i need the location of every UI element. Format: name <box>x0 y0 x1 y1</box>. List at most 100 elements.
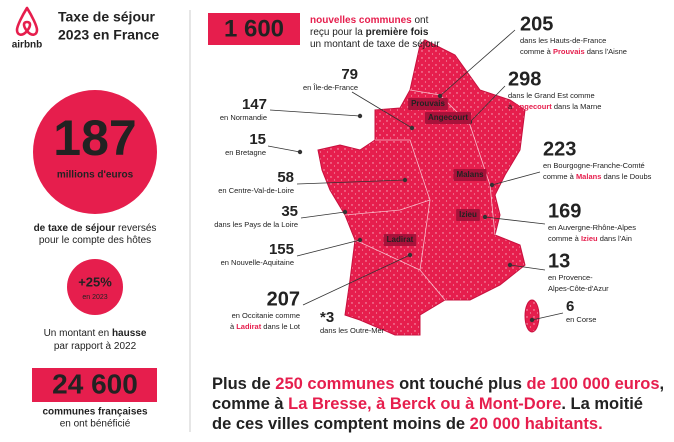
text-segment: comme à <box>520 47 553 56</box>
text-segment: en Île-de-France <box>303 83 358 92</box>
growth-value: +25% <box>78 274 112 289</box>
text-segment: dans l'Aisne <box>585 47 627 56</box>
brand-name: airbnb <box>12 40 43 51</box>
region-text: à Angecourt dans la Marne <box>508 102 601 111</box>
pin <box>357 237 363 243</box>
communes-box <box>32 368 157 402</box>
text-segment: ont <box>412 15 429 26</box>
text-segment: à <box>508 102 514 111</box>
region-value: 147 <box>242 96 267 113</box>
text-segment: dans le Grand Est comme <box>508 91 595 100</box>
region-value: 79 <box>341 66 358 83</box>
leader-line <box>531 312 564 321</box>
region-text: dans les Hauts-de-France <box>520 36 606 45</box>
region-text: en Île-de-France <box>303 83 358 92</box>
total-value: 187 <box>53 110 136 166</box>
text-segment: Malans <box>576 172 601 181</box>
text-segment: comme à <box>543 172 576 181</box>
text-segment: en Bretagne <box>225 148 266 157</box>
region-value: 169 <box>548 200 581 222</box>
region-value: 58 <box>277 169 294 186</box>
text-segment: en Corse <box>566 315 596 324</box>
text-segment: dans le Doubs <box>601 172 651 181</box>
text-segment: pour le compte des hôtes <box>39 235 151 246</box>
pin <box>342 209 348 215</box>
text-segment: Un montant en <box>44 328 112 339</box>
pin <box>482 214 488 220</box>
region-value: 223 <box>543 138 576 160</box>
leader-line <box>296 179 406 185</box>
text-segment: , <box>660 375 665 393</box>
leader-line <box>300 211 346 219</box>
region-text: en Bourgogne-Franche-Comté <box>543 161 645 170</box>
new-communes-box <box>208 13 300 45</box>
pin <box>489 182 495 188</box>
region-text: en Auvergne-Rhône-Alpes <box>548 223 636 232</box>
text-segment: La Bresse, à Berck ou à Mont-Dore <box>288 395 561 413</box>
text-segment: en Bourgogne-Franche-Comté <box>543 161 645 170</box>
pin <box>529 317 535 323</box>
new-communes-value: 1 600 <box>224 15 284 42</box>
town-label: Angecourt <box>428 113 468 122</box>
text-segment: en Auvergne-Rhône-Alpes <box>548 223 636 232</box>
text-segment: de ces villes comptent moins de <box>212 415 470 433</box>
text-segment: reçu pour la <box>310 27 366 38</box>
text-segment: Angecourt <box>514 102 552 111</box>
text-segment: Prouvais <box>553 47 585 56</box>
text-segment: 20 000 habitants. <box>470 415 603 433</box>
text-segment: . La moitié <box>561 395 643 413</box>
region-text: comme à Prouvais dans l'Aisne <box>520 47 627 56</box>
text-segment: Izieu <box>581 234 598 243</box>
region-text: en Normandie <box>220 113 267 122</box>
text-segment: de taxe de séjour <box>34 223 116 234</box>
text-segment: première fois <box>366 27 429 38</box>
title-line: 2023 en France <box>58 27 159 43</box>
pin <box>357 113 363 119</box>
region-text: à Ladirat dans le Lot <box>230 322 301 331</box>
region-value: 207 <box>267 288 300 310</box>
region-value: 155 <box>269 241 294 258</box>
region-text: Alpes-Côte-d'Azur <box>548 284 609 293</box>
text-segment: dans l'Ain <box>598 234 632 243</box>
region-value: 298 <box>508 68 541 90</box>
region-text: comme à Izieu dans l'Ain <box>548 234 632 243</box>
leader-line <box>296 239 361 257</box>
town-label: Izieu <box>459 210 477 219</box>
text-segment: en Occitanie comme <box>232 311 300 320</box>
text-segment: 250 communes <box>275 375 394 393</box>
region-text: en Corse <box>566 315 596 324</box>
region-text: en Centre-Val-de-Loire <box>218 186 294 195</box>
communes-value: 24 600 <box>52 368 138 399</box>
leader-line <box>269 109 361 117</box>
text-segment: hausse <box>112 328 147 339</box>
footer-line: Plus de 250 communes ont touché plus de … <box>212 375 664 393</box>
leader-line <box>491 171 541 186</box>
text-segment: à <box>230 322 236 331</box>
pin <box>407 252 413 258</box>
text-segment: dans les Pays de la Loire <box>214 220 298 229</box>
region-value: *3 <box>320 309 334 326</box>
leader-line <box>267 145 301 153</box>
region-text: dans les Pays de la Loire <box>214 220 298 229</box>
text-segment: en Provence- <box>548 273 593 282</box>
new-communes-line: nouvelles communes ont <box>310 15 429 26</box>
new-communes-line: un montant de taxe de séjour <box>310 39 440 50</box>
text-segment: en Normandie <box>220 113 267 122</box>
pin <box>507 262 513 268</box>
region-text: en Provence- <box>548 273 593 282</box>
town-label-bg <box>425 112 471 124</box>
text-segment: Alpes-Côte-d'Azur <box>548 284 609 293</box>
town-label-bg <box>456 209 480 221</box>
text-segment: reversés <box>115 223 156 234</box>
text-segment: dans les Hauts-de-France <box>520 36 606 45</box>
region-text: dans les Outre-Mer <box>320 326 385 335</box>
new-communes-line: reçu pour la première fois <box>310 27 429 38</box>
airbnb-logo <box>15 6 39 36</box>
region-text: en Bretagne <box>225 148 266 157</box>
text-segment: dans la Marne <box>552 102 602 111</box>
text-segment: Plus de <box>212 375 275 393</box>
region-text: dans le Grand Est comme <box>508 91 595 100</box>
text-segment: par rapport à 2022 <box>54 341 137 352</box>
leader-line <box>469 85 506 123</box>
caption-line: pour le compte des hôtes <box>39 235 151 246</box>
